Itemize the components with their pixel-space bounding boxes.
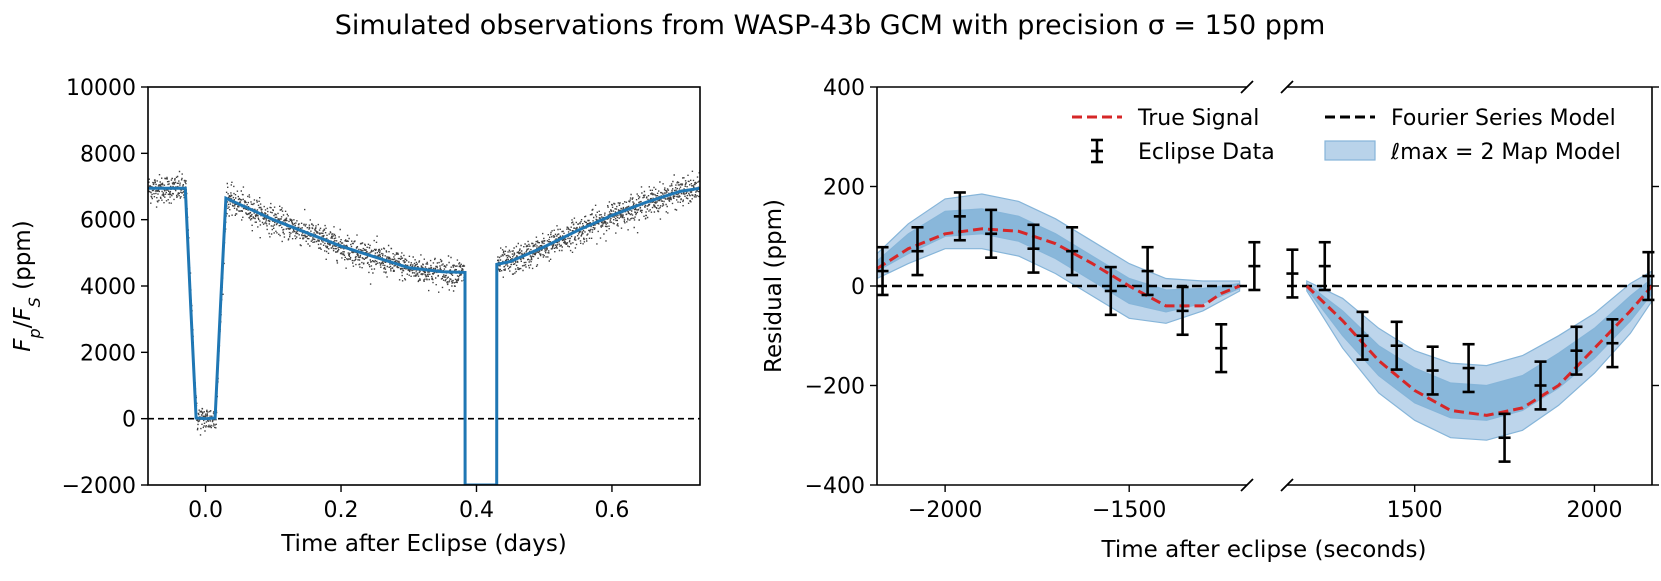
chart-b-band-outer [1306, 270, 1652, 441]
chart-a-ylabel: Fp/FS (ppm) [10, 220, 44, 351]
chart-b-data-point [1141, 245, 1154, 297]
chart-b-data-point [1066, 225, 1079, 277]
chart-a-xlabel: Time after Eclipse (days) [280, 531, 567, 557]
chart-a-y-axis: −2000 0 2000 4000 6000 8000 10000 [62, 76, 148, 499]
chart-b-ytick-label: 200 [823, 176, 865, 201]
chart-a-x-axis: 0.0 0.2 0.4 0.6 [188, 485, 629, 523]
chart-b-xlabel: Time after eclipse (seconds) [1101, 537, 1427, 563]
chart-a-model-line [148, 186, 700, 485]
chart-b-xtick-label: −2000 [908, 498, 982, 523]
chart-a-ytick-label: 8000 [80, 142, 136, 167]
chart-b-data-point [1318, 240, 1331, 292]
chart-a-xtick-label: 0.0 [188, 498, 223, 523]
chart-b-true-signal [876, 227, 1654, 417]
chart-b-eclipse-data [876, 191, 1655, 463]
chart-b-data-point [1248, 240, 1261, 292]
legend-map-model-label: ℓmax = 2 Map Model [1390, 140, 1621, 165]
chart-b-y-axis: −400 −200 0 200 400 [805, 76, 1659, 499]
chart-a-ytick-label: 10000 [66, 76, 136, 101]
chart-a-ytick-label: 0 [122, 408, 136, 433]
chart-b-legend: True Signal Fourier Series Model Eclipse… [1072, 106, 1621, 165]
chart-a-xtick-label: 0.6 [594, 498, 629, 523]
chart-b-xtick-label: 2000 [1566, 498, 1622, 523]
chart-b-xtick-label: 1500 [1387, 498, 1443, 523]
chart-b-ytick-label: −400 [805, 474, 865, 499]
legend-eclipse-data-swatch [1091, 138, 1103, 164]
legend-map-model-swatch [1324, 140, 1376, 161]
legend-eclipse-data-label: Eclipse Data [1138, 140, 1275, 165]
chart-b-ylabel: Residual (ppm) [761, 199, 787, 373]
chart-b-band-inner [1306, 277, 1652, 421]
chart-b-x-axis: −2000 −1500 1500 2000 [908, 485, 1622, 523]
chart-b-true-segment [876, 227, 1241, 308]
chart-b-data-point [1534, 360, 1547, 411]
chart-a-data-points [148, 170, 700, 436]
chart-b-data-point [953, 191, 966, 242]
chart-b-bands-right [1306, 270, 1652, 441]
chart-a-ytick-label: −2000 [62, 474, 136, 499]
chart-b-data-point [985, 208, 998, 259]
chart-b-xtick-label: −1500 [1092, 498, 1166, 523]
chart-b-data-point [1104, 265, 1117, 317]
chart-a-ytick-label: 6000 [80, 209, 136, 234]
chart-b-data-point [1570, 325, 1583, 376]
chart-a-scatter [148, 170, 700, 436]
chart-a-ytick-label: 2000 [80, 341, 136, 366]
legend-fourier-label: Fourier Series Model [1391, 106, 1616, 131]
chart-b-data-point [1356, 310, 1369, 361]
chart-b-data-point [1176, 285, 1189, 337]
chart-b-data-point [1426, 345, 1439, 396]
chart-b-ytick-label: −200 [805, 375, 865, 400]
chart-b-ytick-label: 0 [851, 275, 865, 300]
chart-a-xtick-label: 0.4 [459, 498, 494, 523]
chart-b-data-point [1498, 412, 1511, 463]
chart-b-data-point [1606, 318, 1619, 369]
chart-b-data-point [1286, 248, 1299, 299]
chart-a-ytick-label: 4000 [80, 275, 136, 300]
chart-b-data-point [911, 225, 924, 277]
chart-b-data-point [876, 245, 889, 297]
chart-b-bands-left [877, 193, 1241, 324]
chart-b-true-segment [1305, 284, 1654, 417]
chart-b-ytick-label: 400 [823, 76, 865, 101]
chart-a-xtick-label: 0.2 [324, 498, 359, 523]
chart-b-data-point [1462, 342, 1475, 394]
chart-a: −2000 0 2000 4000 6000 8000 10000 0.0 0.2 0.4 0.6… [10, 76, 701, 557]
chart-b-data-point [1215, 323, 1228, 374]
chart-b-data-point [1390, 320, 1403, 371]
legend-true-signal-label: True Signal [1137, 106, 1259, 131]
chart-b-data-point [1027, 223, 1040, 274]
figure-title: Simulated observations from WASP-43b GCM… [335, 10, 1326, 41]
chart-a-frame [147, 86, 701, 486]
chart-b-axis-break-marks [1240, 80, 1294, 492]
